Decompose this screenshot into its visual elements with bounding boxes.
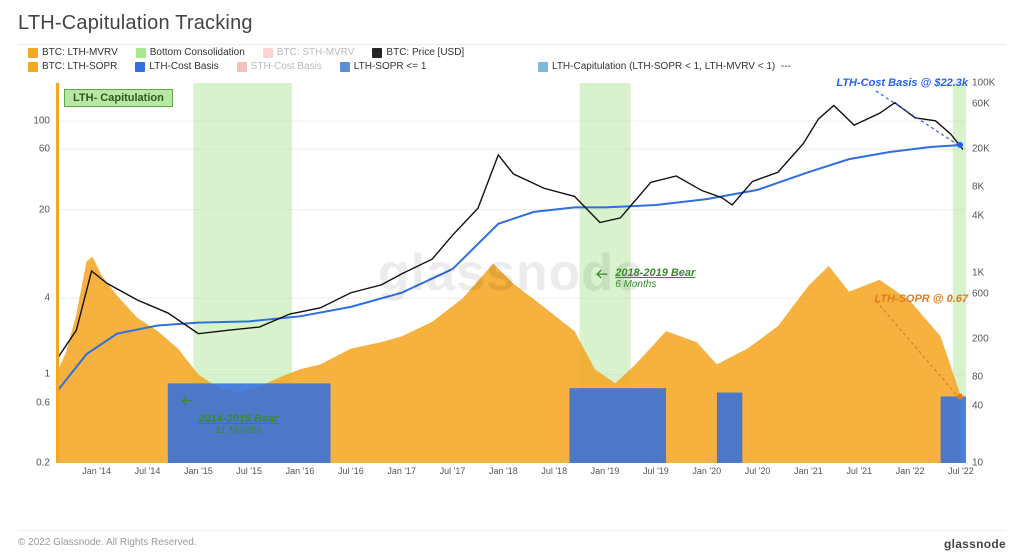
capitulation-badge: LTH- Capitulation	[64, 89, 173, 107]
chart-container: BTC: LTH-MVRV Bottom Consolidation BTC: ST…	[18, 44, 1006, 504]
legend-item: Bottom Consolidation	[136, 47, 245, 58]
legend-item: STH-Cost Basis	[237, 61, 322, 72]
legend-item: BTC: LTH-MVRV	[28, 47, 118, 58]
legend-item: LTH-SOPR <= 1	[340, 61, 427, 72]
legend-capitulation: LTH-Capitulation (LTH-SOPR < 1, LTH-MVRV…	[552, 61, 775, 72]
legend-item: BTC: LTH-SOPR	[28, 61, 117, 72]
callout-bear-2014: 2014-2015 Bear 11 Months	[198, 413, 278, 436]
brand-logo: glassnode	[944, 537, 1006, 551]
copyright: © 2022 Glassnode. All Rights Reserved.	[18, 537, 197, 551]
y-axis-right: 1040802006001K4K8K20K60K100K	[968, 83, 1006, 463]
callout-cost-basis: LTH-Cost Basis @ $22.3k	[836, 77, 968, 89]
callout-bear-2018: 2018-2019 Bear 6 Months	[615, 267, 695, 290]
legend-item: BTC: Price [USD]	[372, 47, 464, 58]
footer: © 2022 Glassnode. All Rights Reserved. g…	[18, 530, 1006, 551]
legend: BTC: LTH-MVRV Bottom Consolidation BTC: ST…	[18, 45, 1006, 79]
legend-item: BTC: STH-MVRV	[263, 47, 355, 58]
plot-area: glassnode LTH- Capitulation LTH-Cost Bas…	[56, 83, 966, 463]
x-axis: Jan '14Jul '14Jan '15Jul '15Jan '16Jul '…	[56, 466, 966, 480]
page-title: LTH-Capitulation Tracking	[0, 0, 1024, 39]
y-axis-left: 0.20.6142060100	[18, 83, 54, 463]
callout-sopr: LTH-SOPR @ 0.67	[874, 293, 968, 305]
legend-item: LTH-Cost Basis	[135, 61, 218, 72]
chart-svg	[56, 83, 966, 463]
